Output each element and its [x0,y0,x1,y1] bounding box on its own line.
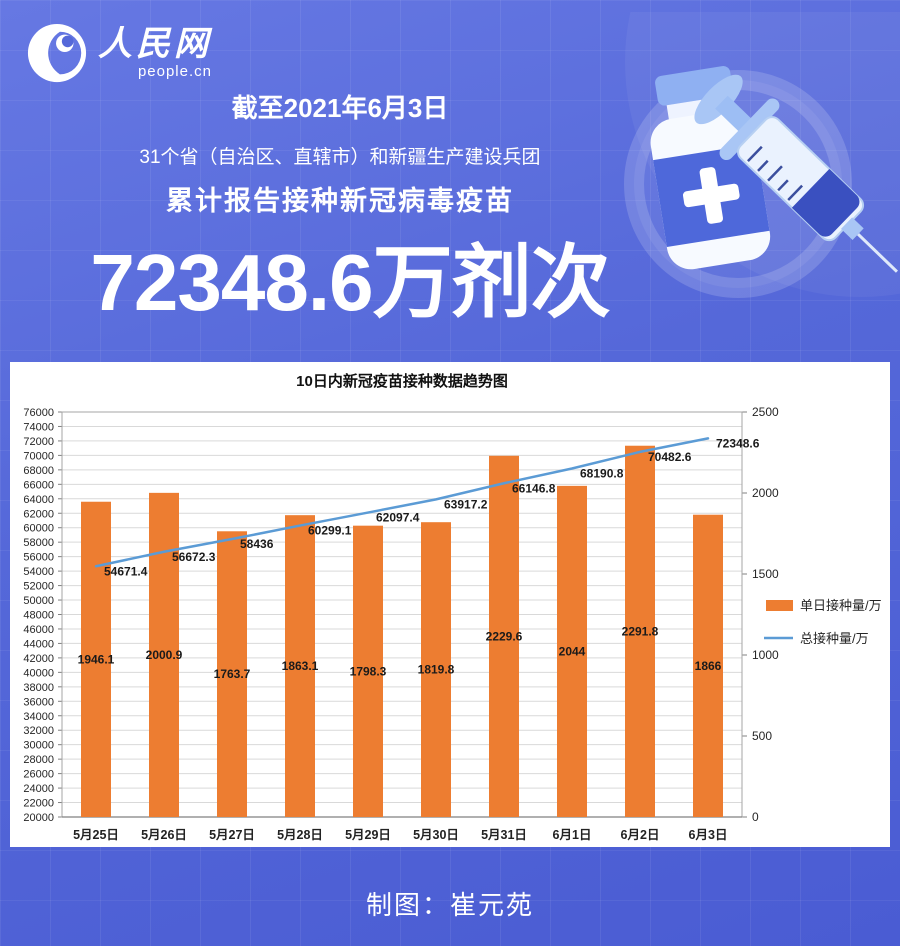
bar-5月26日 [149,492,179,817]
left-axis-label: 40000 [23,667,54,679]
bar-5月29日 [353,525,383,817]
left-axis-label: 70000 [23,450,54,462]
left-axis-label: 52000 [23,581,54,593]
left-axis-label: 50000 [23,595,54,607]
left-axis-label: 28000 [23,754,54,766]
chart-title: 10日内新冠疫苗接种数据趋势图 [296,372,508,390]
left-axis-label: 74000 [23,421,54,433]
right-axis-label: 500 [752,729,772,743]
left-axis-label: 72000 [23,436,54,448]
bar-6月2日 [625,445,655,817]
left-axis-label: 36000 [23,696,54,708]
left-axis-label: 20000 [23,812,54,824]
hero-text-block: 截至2021年6月3日 31个省（自治区、直辖市）和新疆生产建设兵团 累计报告接… [30,88,650,218]
bar-5月30日 [421,522,451,817]
bar-label: 1863.1 [282,659,319,673]
right-axis-label: 0 [752,810,759,824]
left-axis-label: 60000 [23,523,54,535]
x-axis-label: 6月2日 [621,828,660,842]
x-axis-label: 6月1日 [553,828,592,842]
vaccine-illustration [624,12,900,298]
left-axis-label: 56000 [23,552,54,564]
line-label: 63917.2 [444,497,488,511]
line-label: 72348.6 [716,436,760,450]
left-axis-label: 46000 [23,624,54,636]
bar-5月31日 [489,455,519,817]
line-label: 66146.8 [512,481,556,495]
bar-label: 2229.6 [486,629,523,643]
bar-label: 2044 [559,644,586,658]
left-axis-label: 66000 [23,479,54,491]
line-label: 70482.6 [648,450,692,464]
left-axis-label: 32000 [23,725,54,737]
left-axis-label: 48000 [23,610,54,622]
left-axis-label: 76000 [23,407,54,419]
bar-6月1日 [557,485,587,817]
bar-label: 2000.9 [146,648,183,662]
x-axis-label: 5月27日 [209,828,255,842]
chart-panel: 20000 22000 24000 26000 28000 30000 32000 34000… [10,362,890,847]
bar-5月25日 [81,501,111,817]
x-axis-label: 6月3日 [689,828,728,842]
x-axis-label: 5月28日 [277,828,323,842]
right-axis-label: 2500 [752,405,779,419]
left-axis-label: 22000 [23,798,54,810]
bar-label: 1946.1 [78,652,115,666]
total-line [94,437,710,568]
legend-line-label: 总接种量/万 [800,631,869,646]
hero-date: 截至2021年6月3日 [231,93,449,123]
right-axis-label: 1000 [752,648,779,662]
bar-5月28日 [285,515,315,817]
left-axis-label: 34000 [23,711,54,723]
left-axis-label: 54000 [23,566,54,578]
people-cn-crescent-icon [27,23,87,83]
legend-bar-label: 单日接种量/万 [800,598,882,613]
people-cn-logo: 人民网 people.cn [26,22,212,84]
trend-chart: 2000022000240002600028000300003200034000… [23,372,882,842]
left-axis-label: 26000 [23,769,54,781]
x-axis-label: 5月31日 [481,828,527,842]
x-axis-label: 5月25日 [73,828,119,842]
left-axis-label: 64000 [23,494,54,506]
bar-6月3日 [693,514,723,817]
x-axis-label: 5月30日 [413,828,459,842]
legend-bar-swatch [766,600,793,611]
line-label: 54671.4 [104,564,148,578]
right-axis-label: 1500 [752,567,779,581]
left-axis-label: 42000 [23,653,54,665]
left-axis-label: 30000 [23,740,54,752]
line-label: 58436 [240,537,274,551]
hero-scope: 31个省（自治区、直辖市）和新疆生产建设兵团 [139,147,541,168]
x-axis-label: 5月29日 [345,828,391,842]
line-label: 60299.1 [308,524,352,538]
hero-report: 累计报告接种新冠病毒疫苗 [166,186,514,216]
left-axis-label: 62000 [23,508,54,520]
left-axis-label: 24000 [23,783,54,795]
left-axis-label: 58000 [23,537,54,549]
syringe-icon [694,74,898,273]
bar-label: 1866 [695,659,722,673]
right-axis-label: 2000 [752,486,779,500]
credit-line: 制图：崔元苑 [365,890,534,920]
total-doses-number: 72348.6万剂次 [90,238,610,327]
left-axis-label: 44000 [23,638,54,650]
left-axis-label: 68000 [23,465,54,477]
bar-label: 1819.8 [418,663,455,677]
logo-main-text: 人民网 [98,25,212,63]
logo-sub-text: people.cn [137,63,212,80]
x-axis-label: 5月26日 [141,828,187,842]
bar-label: 1798.3 [350,664,387,678]
line-label: 62097.4 [376,511,420,525]
left-axis-label: 38000 [23,682,54,694]
bar-5月27日 [217,531,247,817]
bar-label: 1763.7 [214,667,251,681]
line-label: 68190.8 [580,466,624,480]
line-label: 56672.3 [172,550,216,564]
bar-label: 2291.8 [622,624,659,638]
